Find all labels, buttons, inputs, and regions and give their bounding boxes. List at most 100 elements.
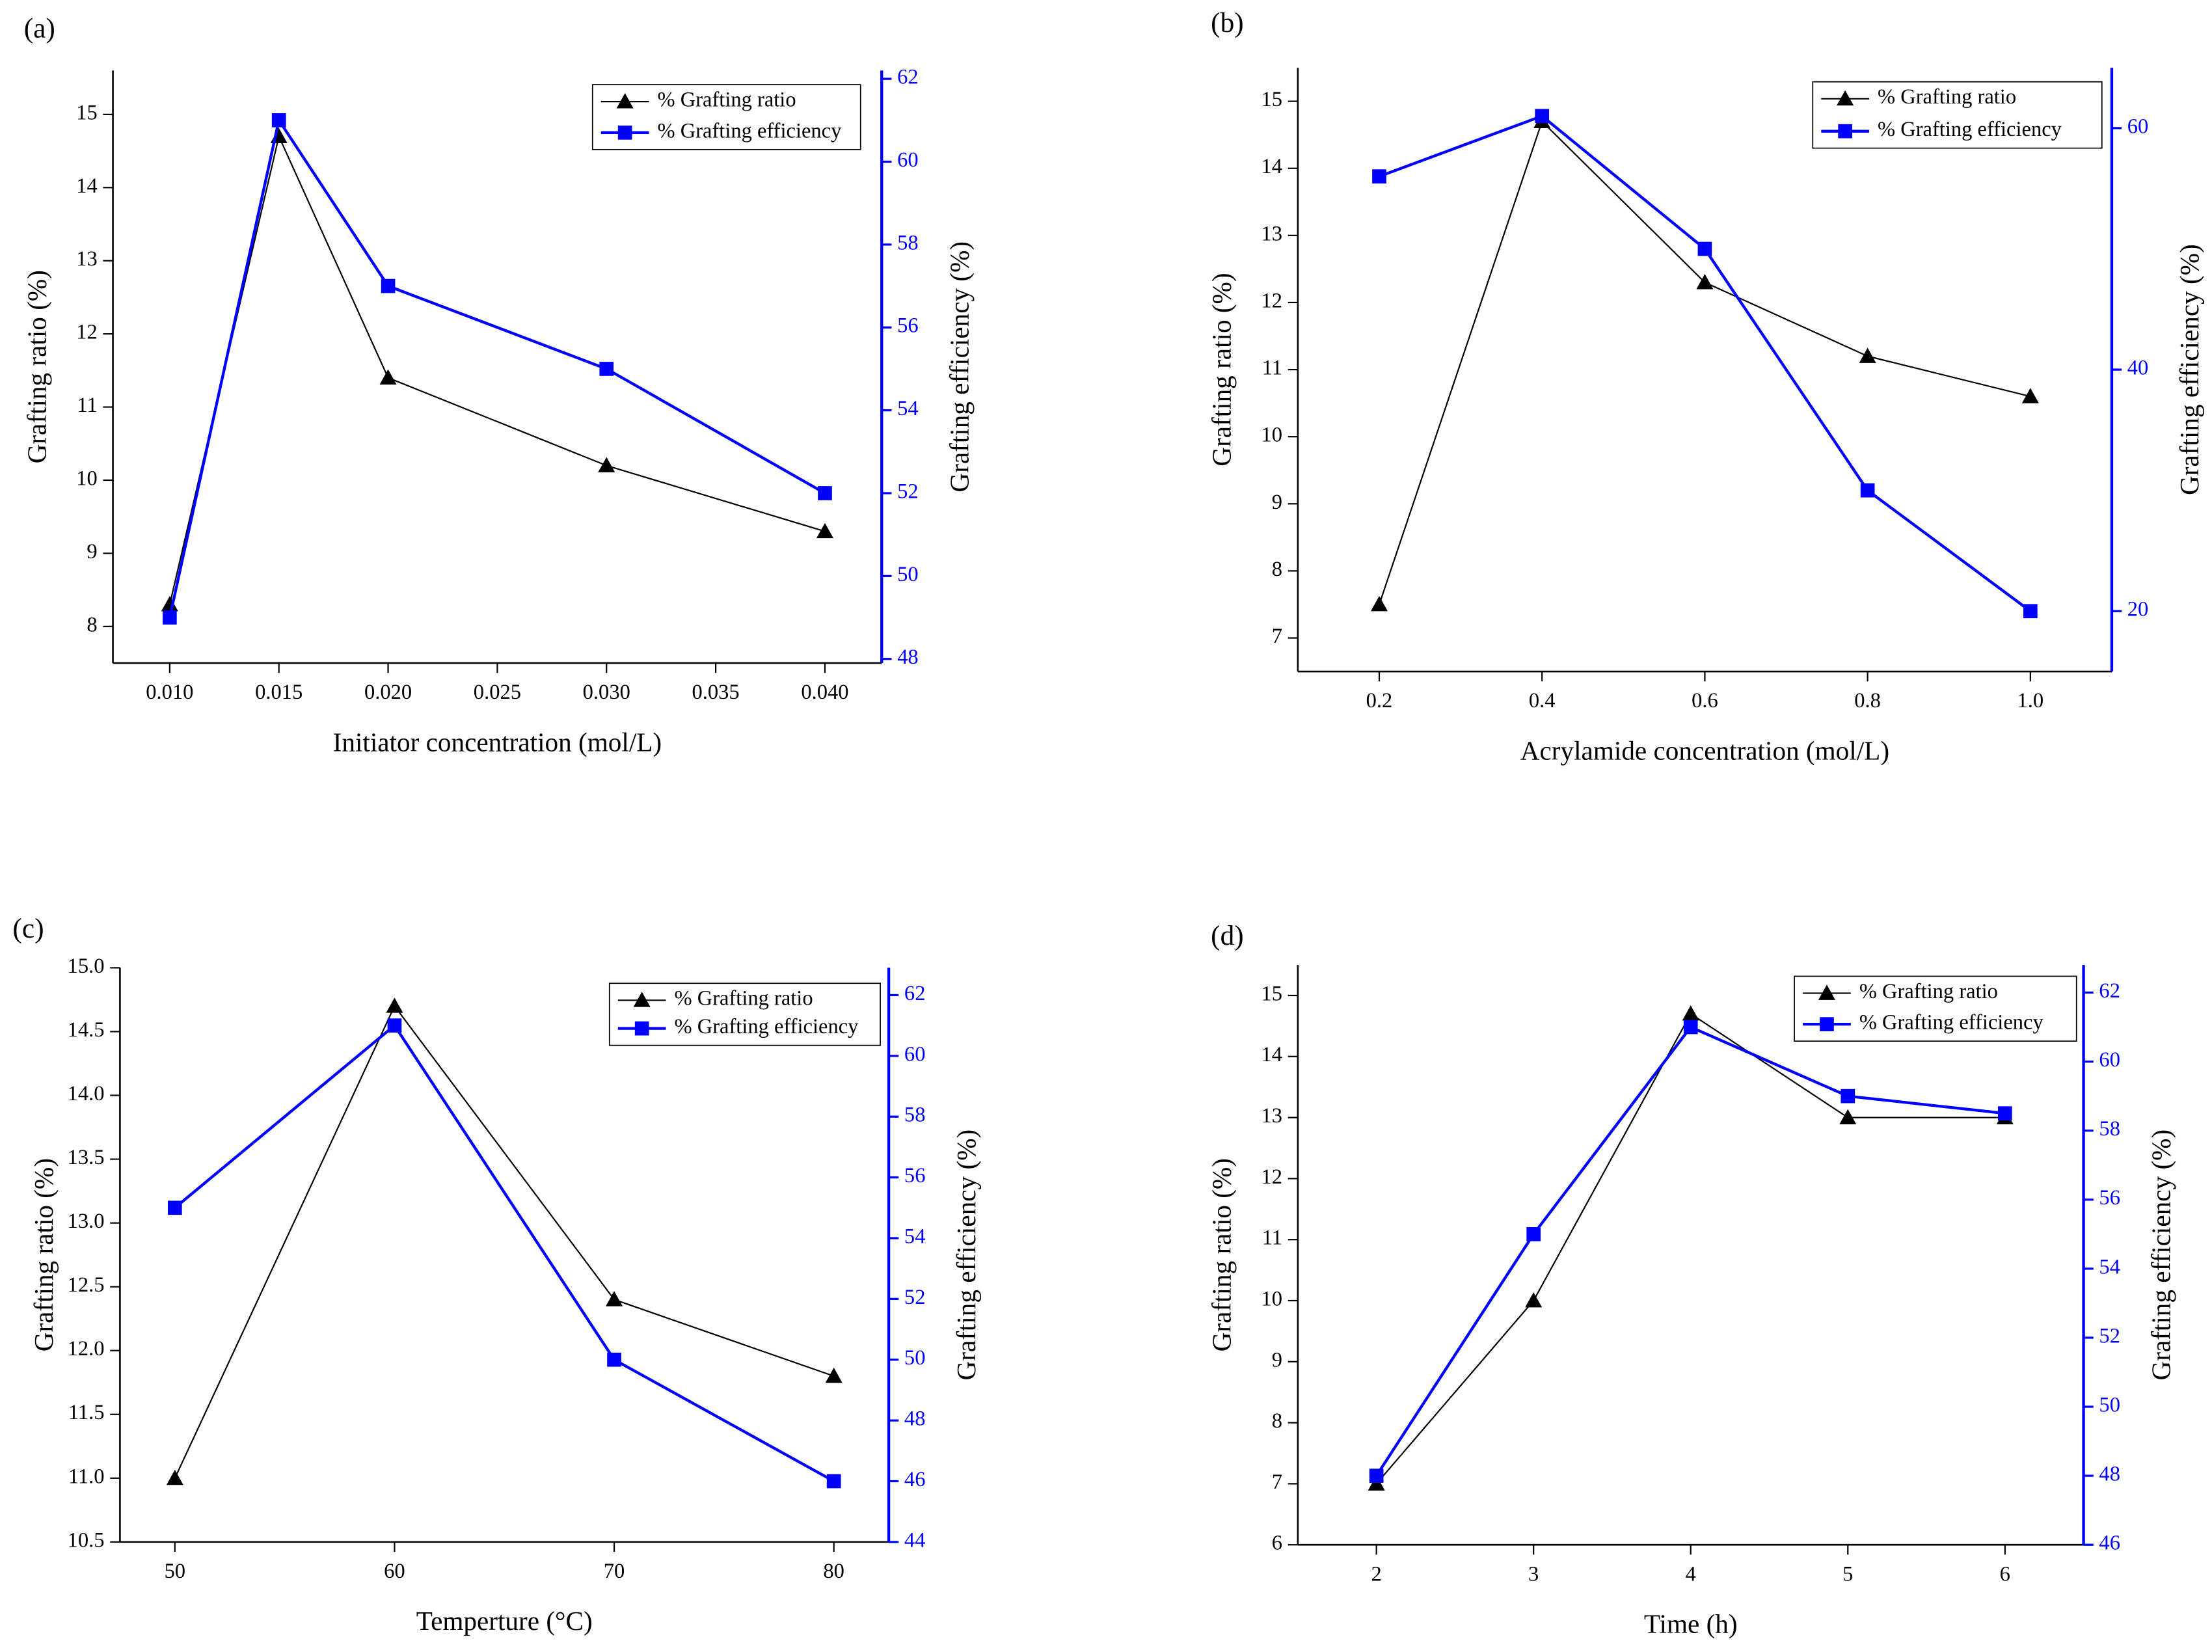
y2-tick-label: 50	[897, 563, 919, 586]
series-line	[168, 116, 826, 618]
legend: % Grafting ratio % Grafting efficiency	[591, 84, 861, 150]
marker-square	[1535, 109, 1550, 124]
marker-square	[167, 1200, 182, 1215]
x-tick-label: 1.0	[2017, 689, 2044, 712]
marker-square	[1820, 1017, 1834, 1031]
x-tick-label: 6	[2000, 1562, 2010, 1586]
marker-square	[381, 278, 396, 293]
marker-triangle	[1370, 595, 1388, 612]
y2-axis-title: Grafting efficiency (%)	[951, 1130, 982, 1381]
marker-triangle	[825, 1367, 843, 1383]
y-tick-label: 12	[1261, 289, 1283, 312]
marker-triangle	[2021, 388, 2039, 403]
legend-box	[608, 982, 881, 1046]
y-tick-label: 11.5	[68, 1401, 105, 1424]
x-tick-label: 0.030	[583, 681, 630, 704]
y2-tick-label: 58	[904, 1104, 926, 1127]
y2-tick-label: 56	[904, 1164, 926, 1187]
series-line	[1378, 120, 2031, 605]
x-tick-label: 0.015	[255, 681, 303, 704]
marker-square	[599, 362, 614, 376]
panel: (d)2 3 4 5 667891011121314154648505254565860…	[1207, 920, 2177, 1640]
marker-square	[1372, 169, 1386, 183]
series-line	[1375, 1012, 2005, 1485]
y2-tick-label: 62	[904, 982, 926, 1005]
legend-label: % Grafting ratio	[1878, 85, 2016, 109]
y2-tick-label: 52	[904, 1286, 926, 1309]
legend-box	[1812, 81, 2103, 149]
y-tick-label: 9	[1272, 491, 1282, 514]
marker-square	[163, 610, 177, 625]
y-tick-label: 8	[87, 613, 97, 636]
marker-triangle	[1859, 347, 1876, 363]
y2-tick-label: 54	[2099, 1255, 2120, 1279]
marker-square	[1683, 1020, 1698, 1035]
y-tick-label: 13	[1261, 222, 1283, 245]
series-line	[1379, 114, 2032, 613]
y2-tick-label: 58	[897, 231, 919, 254]
x-tick-label: 0.035	[692, 681, 740, 704]
y-tick-label: 12	[1261, 1165, 1283, 1189]
y-tick-label: 15	[1261, 982, 1283, 1005]
y2-tick-label: 46	[904, 1468, 926, 1491]
y-axis-title: Grafting ratio (%)	[1207, 1158, 1237, 1351]
y-tick-label: 10	[1261, 1287, 1283, 1310]
marker-square	[387, 1018, 402, 1033]
y-tick-label: 14	[1261, 155, 1283, 178]
x-axis-title: Acrylamide concentration (mol/L)	[1520, 735, 1889, 766]
y-tick-label: 13	[76, 247, 98, 271]
y2-tick-label: 52	[897, 480, 919, 503]
y-tick-label: 13.5	[68, 1146, 105, 1169]
legend-label: % Grafting efficiency	[1878, 118, 2062, 141]
y-tick-label: 12.5	[68, 1273, 105, 1297]
series-line	[174, 1005, 835, 1479]
x-tick-label: 0.8	[1854, 689, 1881, 712]
y2-tick-label: 54	[897, 397, 919, 420]
y-tick-label: 12	[76, 321, 98, 344]
y-tick-label: 6	[1272, 1532, 1282, 1555]
y2-axis-title: Grafting efficiency (%)	[944, 241, 975, 493]
marker-triangle	[379, 369, 397, 385]
marker-triangle	[633, 992, 651, 1007]
series-line	[174, 1023, 835, 1483]
y-tick-label: 9	[87, 540, 97, 563]
y2-tick-label: 46	[2099, 1532, 2120, 1555]
y2-tick-label: 40	[2127, 357, 2149, 380]
y2-tick-label: 50	[904, 1346, 926, 1370]
y2-tick-label: 50	[2099, 1394, 2120, 1417]
panel-label: (a)	[24, 13, 55, 44]
y-tick-label: 11	[1262, 1226, 1282, 1250]
series-line	[169, 134, 826, 605]
legend-label: % Grafting efficiency	[1859, 1011, 2044, 1035]
y2-tick-label: 48	[897, 645, 919, 669]
marker-square	[1697, 241, 1712, 256]
y2-tick-label: 60	[2099, 1048, 2120, 1072]
y2-tick-label: 48	[904, 1407, 926, 1431]
y-tick-label: 10	[1261, 424, 1283, 447]
marker-square	[1997, 1106, 2012, 1121]
panel: (b) 0.2 0.4 0.6 0.8 1.0 7 8 9 10 11 12 13 14 15 20 40 60 A…	[1207, 7, 2205, 766]
y2-axis-title: Grafting efficiency (%)	[2174, 244, 2205, 495]
marker-square	[1860, 483, 1875, 498]
y-tick-label: 11	[1262, 357, 1282, 380]
y2-tick-label: 56	[897, 314, 919, 338]
marker-triangle	[386, 997, 403, 1013]
y-tick-label: 14	[1261, 1043, 1283, 1066]
y-tick-label: 12.0	[68, 1337, 105, 1361]
y-tick-label: 7	[1272, 625, 1282, 648]
x-tick-label: 0.040	[801, 681, 848, 704]
y-tick-label: 14.5	[68, 1018, 105, 1042]
x-tick-label: 0.020	[364, 681, 412, 704]
y2-tick-label: 58	[2099, 1117, 2120, 1141]
legend-label: % Grafting efficiency	[675, 1015, 859, 1038]
marker-triangle	[1818, 984, 1835, 1000]
marker-triangle	[1525, 1292, 1543, 1308]
y2-tick-label: 54	[904, 1225, 926, 1248]
marker-square	[1369, 1469, 1384, 1483]
legend: % Grafting ratio % Grafting efficiency	[1794, 975, 2077, 1042]
x-tick-label: 0.6	[1692, 689, 1718, 712]
y-tick-label: 8	[1272, 1409, 1282, 1433]
y2-tick-label: 60	[897, 148, 919, 172]
marker-triangle	[161, 596, 178, 612]
